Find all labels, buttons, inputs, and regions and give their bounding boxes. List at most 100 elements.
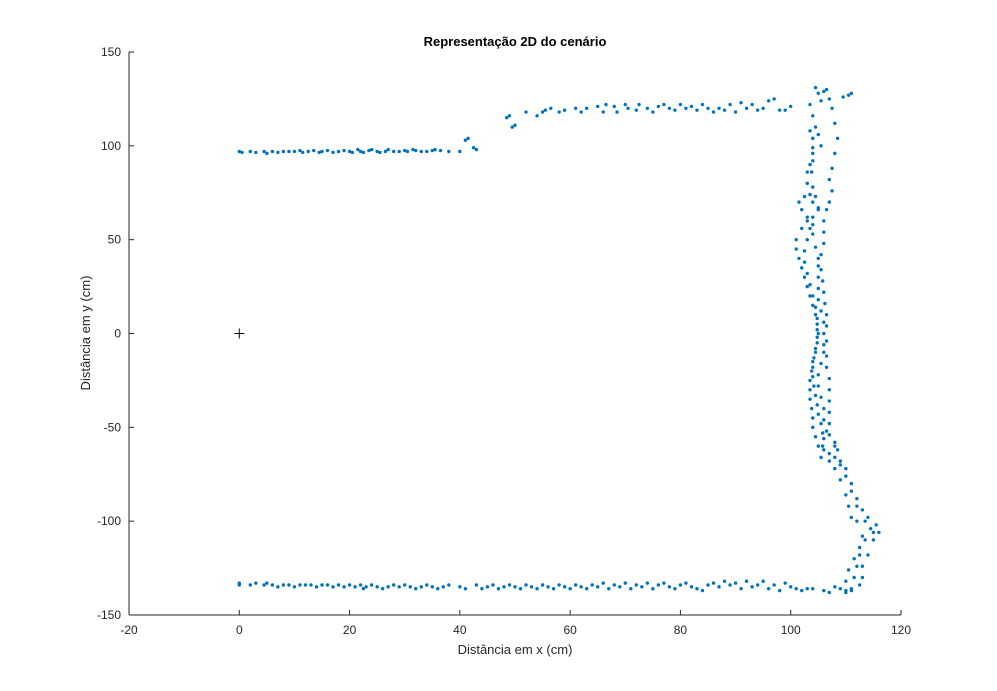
- data-point: [849, 515, 854, 520]
- data-point: [529, 585, 534, 589]
- data-point: [812, 384, 816, 388]
- data-point: [524, 583, 528, 587]
- data-point: [430, 585, 434, 589]
- data-point: [262, 149, 266, 154]
- data-point: [750, 585, 754, 589]
- data-point: [579, 110, 583, 114]
- data-point: [562, 108, 567, 112]
- data-point: [667, 585, 672, 589]
- data-point: [265, 151, 269, 156]
- data-point: [855, 564, 859, 568]
- data-point: [325, 148, 330, 153]
- data-point: [857, 553, 862, 557]
- x-tick-label: 20: [343, 623, 357, 637]
- data-point: [590, 583, 594, 587]
- data-point: [805, 219, 809, 223]
- data-point: [262, 583, 266, 587]
- data-point: [281, 149, 286, 154]
- data-point: [849, 481, 854, 486]
- data-point: [808, 294, 812, 298]
- data-point: [612, 583, 616, 587]
- data-point: [805, 170, 809, 174]
- data-point: [320, 583, 324, 587]
- data-point: [824, 324, 829, 328]
- data-point: [375, 149, 379, 154]
- data-point: [808, 388, 812, 392]
- y-tick-label: 100: [101, 139, 121, 153]
- data-point: [237, 149, 241, 154]
- data-point: [510, 125, 514, 129]
- data-point: [809, 369, 814, 373]
- data-point: [562, 585, 567, 589]
- data-point: [761, 106, 765, 111]
- data-point: [863, 538, 867, 542]
- data-point: [403, 583, 407, 587]
- data-point: [808, 378, 812, 383]
- data-point: [722, 579, 727, 583]
- x-tick-label: 120: [891, 623, 911, 637]
- data-point: [551, 587, 556, 591]
- data-point: [474, 147, 479, 152]
- data-point: [505, 115, 509, 120]
- data-point: [822, 290, 826, 294]
- data-point: [860, 508, 865, 512]
- data-point: [813, 245, 818, 249]
- data-point: [816, 206, 820, 210]
- data-point: [833, 151, 837, 156]
- data-point: [824, 339, 829, 343]
- data-point: [524, 110, 528, 114]
- data-point: [816, 91, 820, 95]
- data-point: [706, 106, 710, 111]
- data-point: [347, 149, 352, 154]
- data-point: [822, 230, 826, 234]
- data-point: [640, 585, 644, 589]
- data-point: [808, 283, 812, 287]
- data-point: [662, 581, 666, 585]
- data-point: [808, 192, 812, 197]
- data-point: [811, 359, 815, 364]
- data-point: [824, 354, 829, 358]
- data-point: [364, 585, 368, 589]
- data-point: [841, 95, 845, 99]
- data-point: [463, 587, 468, 591]
- data-point: [507, 583, 512, 587]
- data-point: [822, 448, 826, 452]
- data-point: [844, 466, 848, 471]
- data-point: [540, 110, 545, 114]
- data-point: [794, 247, 798, 251]
- data-point: [816, 373, 820, 377]
- data-point: [336, 149, 341, 154]
- data-point: [816, 286, 820, 291]
- data-point: [866, 553, 870, 557]
- data-point: [405, 149, 410, 154]
- data-point: [626, 106, 630, 111]
- data-point: [819, 144, 823, 148]
- data-point: [298, 583, 302, 587]
- data-point: [458, 585, 462, 589]
- data-point: [254, 581, 258, 585]
- data-point: [584, 106, 589, 111]
- data-point: [860, 564, 865, 568]
- data-point: [808, 397, 812, 401]
- data-point: [358, 149, 363, 154]
- data-point: [811, 294, 815, 298]
- data-point: [766, 99, 771, 103]
- data-point: [819, 267, 823, 272]
- data-point: [507, 114, 512, 118]
- data-point: [320, 149, 324, 154]
- data-point: [361, 150, 366, 155]
- data-point: [824, 365, 829, 369]
- data-point: [386, 147, 390, 152]
- data-point: [618, 585, 622, 589]
- data-point: [601, 581, 605, 585]
- data-point: [535, 114, 539, 118]
- data-point: [607, 587, 611, 591]
- data-point: [815, 316, 819, 321]
- y-tick-label: -100: [97, 514, 121, 528]
- data-point: [833, 444, 837, 448]
- data-point: [240, 150, 244, 155]
- data-point: [772, 97, 776, 101]
- data-point: [857, 545, 862, 550]
- data-point: [809, 406, 814, 411]
- data-point: [695, 108, 699, 112]
